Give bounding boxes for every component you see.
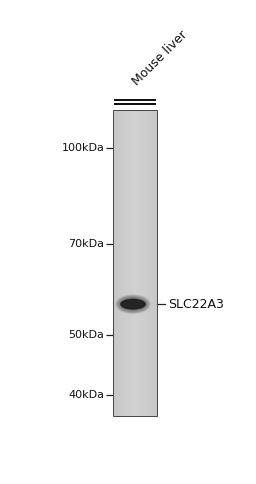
Bar bbox=[133, 110, 134, 416]
Bar bbox=[114, 110, 115, 416]
Bar bbox=[117, 110, 118, 416]
Ellipse shape bbox=[115, 294, 151, 314]
Bar bbox=[126, 110, 127, 416]
Bar bbox=[144, 110, 145, 416]
Text: Mouse liver: Mouse liver bbox=[130, 28, 190, 88]
Bar bbox=[116, 110, 117, 416]
Bar bbox=[113, 110, 114, 416]
Bar bbox=[154, 110, 155, 416]
Bar bbox=[141, 110, 142, 416]
Bar bbox=[113, 110, 157, 416]
Ellipse shape bbox=[121, 298, 145, 310]
Ellipse shape bbox=[122, 299, 144, 309]
Bar bbox=[125, 110, 126, 416]
Bar bbox=[139, 110, 140, 416]
Bar bbox=[145, 110, 146, 416]
Ellipse shape bbox=[120, 298, 146, 311]
Bar bbox=[128, 110, 129, 416]
Bar bbox=[155, 110, 156, 416]
Ellipse shape bbox=[117, 296, 149, 313]
Bar bbox=[148, 110, 149, 416]
Ellipse shape bbox=[117, 295, 149, 313]
Bar bbox=[121, 110, 122, 416]
Bar bbox=[122, 110, 123, 416]
Ellipse shape bbox=[118, 296, 148, 312]
Ellipse shape bbox=[121, 298, 145, 310]
Bar bbox=[136, 110, 137, 416]
Text: 40kDa: 40kDa bbox=[68, 390, 104, 400]
Ellipse shape bbox=[119, 297, 147, 311]
Bar bbox=[127, 110, 128, 416]
Text: 50kDa: 50kDa bbox=[69, 330, 104, 340]
Bar bbox=[118, 110, 119, 416]
Bar bbox=[132, 110, 133, 416]
Bar bbox=[151, 110, 152, 416]
Ellipse shape bbox=[121, 299, 145, 310]
Text: 70kDa: 70kDa bbox=[68, 239, 104, 249]
Bar bbox=[115, 110, 116, 416]
Ellipse shape bbox=[118, 296, 148, 312]
Bar bbox=[113, 110, 157, 416]
Ellipse shape bbox=[122, 299, 144, 310]
Bar bbox=[142, 110, 143, 416]
Ellipse shape bbox=[118, 297, 148, 312]
Bar bbox=[124, 110, 125, 416]
Bar bbox=[120, 110, 121, 416]
Bar bbox=[143, 110, 144, 416]
Text: 100kDa: 100kDa bbox=[61, 143, 104, 153]
Bar bbox=[147, 110, 148, 416]
Ellipse shape bbox=[120, 299, 146, 310]
Bar bbox=[130, 110, 131, 416]
Ellipse shape bbox=[120, 298, 146, 311]
Bar bbox=[149, 110, 150, 416]
Bar bbox=[119, 110, 120, 416]
Ellipse shape bbox=[116, 295, 150, 313]
Bar bbox=[114, 103, 156, 105]
Bar bbox=[150, 110, 151, 416]
Bar bbox=[140, 110, 141, 416]
Ellipse shape bbox=[119, 297, 147, 311]
Bar bbox=[156, 110, 157, 416]
Bar bbox=[123, 110, 124, 416]
Ellipse shape bbox=[116, 295, 150, 313]
Bar bbox=[152, 110, 153, 416]
Ellipse shape bbox=[115, 294, 151, 314]
Ellipse shape bbox=[119, 297, 147, 312]
Bar bbox=[138, 110, 139, 416]
Bar bbox=[129, 110, 130, 416]
Bar bbox=[153, 110, 154, 416]
Text: SLC22A3: SLC22A3 bbox=[168, 298, 224, 311]
Bar bbox=[134, 110, 135, 416]
Bar bbox=[135, 110, 136, 416]
Bar bbox=[137, 110, 138, 416]
Bar bbox=[131, 110, 132, 416]
Ellipse shape bbox=[116, 295, 150, 314]
Bar bbox=[114, 99, 156, 101]
Bar bbox=[146, 110, 147, 416]
